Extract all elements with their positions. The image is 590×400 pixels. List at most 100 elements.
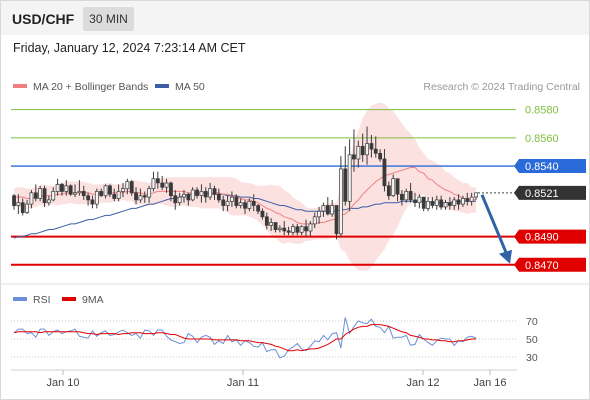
credit-label: Research © 2024 Trading Central [423, 81, 580, 93]
candle [230, 191, 234, 207]
bollinger-bands [14, 102, 476, 271]
candle-body [25, 203, 30, 213]
candle-body [251, 200, 256, 206]
rsi-tick-label: 50 [526, 334, 538, 346]
time-tick-label: Jan 11 [227, 377, 259, 389]
candle [243, 199, 247, 214]
candle-body [51, 191, 56, 201]
candle [404, 188, 409, 203]
candle-body [195, 189, 199, 196]
candle-body [33, 192, 38, 199]
candle [212, 185, 217, 200]
level-tags: 0.8580 0.8560 0.8540 0.8521 0.8490 0.8470 [514, 105, 586, 272]
candle-body [452, 199, 457, 206]
candle-body [378, 153, 383, 160]
level-tag-label: 0.8521 [525, 188, 559, 200]
candle [360, 133, 365, 162]
candle-body [404, 191, 409, 201]
bollinger-band-area [14, 102, 476, 271]
rsi-ma-legend-label: 9MA [82, 294, 104, 306]
candle [251, 194, 256, 212]
candle [299, 225, 304, 236]
candle [234, 194, 239, 209]
rsi-line [13, 317, 477, 359]
candle-body [456, 199, 461, 205]
candle [151, 171, 156, 192]
candle [382, 149, 387, 192]
rsi-legend-swatch [13, 297, 27, 301]
time-tick-label: Jan 10 [46, 377, 79, 389]
candle-body [299, 226, 304, 233]
level-tag-0.8521: 0.8521 [514, 185, 586, 200]
candle-body [356, 145, 361, 160]
candle [277, 225, 282, 233]
candle [256, 204, 261, 214]
candle [125, 178, 130, 195]
candle [116, 184, 121, 202]
candle-body [408, 191, 413, 201]
candle-body [365, 143, 369, 156]
chart-legend: MA 20 + Bollinger Bands MA 50 Research ©… [13, 81, 580, 93]
candle-body [334, 205, 339, 235]
candle-body [94, 191, 99, 205]
candle-body [212, 188, 217, 195]
candle-body [304, 226, 308, 232]
candle-body [116, 191, 121, 199]
candle [134, 187, 138, 205]
candle-body [55, 184, 60, 192]
ma20-legend-swatch [13, 84, 27, 88]
candle-body [321, 205, 326, 212]
candle-body [230, 196, 234, 202]
candle-body [16, 202, 21, 206]
candle-body [264, 216, 269, 226]
candle [247, 198, 252, 212]
candle-body [20, 202, 25, 213]
candle-body [46, 199, 51, 204]
candle-body [430, 200, 435, 206]
level-tag-bg [514, 229, 586, 244]
candle-body [42, 188, 47, 204]
key-levels [11, 109, 516, 266]
candle-body [243, 202, 247, 209]
forecast-arrow-group [480, 194, 512, 264]
candle-body [282, 227, 287, 232]
level-tag-bg [514, 185, 586, 200]
candle-body [330, 205, 335, 215]
candle [121, 182, 125, 198]
candle [42, 185, 47, 207]
candle [321, 202, 326, 217]
candle [186, 192, 191, 206]
rsi-tick-label: 30 [526, 352, 538, 364]
candle-body [12, 195, 16, 206]
candle-body [151, 178, 156, 189]
candle-body [347, 154, 352, 202]
timeframe-button[interactable]: 30 MIN [83, 7, 134, 31]
candle [260, 208, 265, 220]
candle [190, 187, 195, 202]
candle-body [369, 143, 374, 150]
candle-body [86, 195, 91, 201]
candle-body [99, 191, 104, 196]
candle [447, 197, 452, 210]
candle [343, 146, 348, 206]
candle [25, 199, 30, 214]
candle [365, 126, 369, 165]
candle-body [434, 199, 439, 206]
candle-body [286, 230, 291, 233]
rsi-panel: 70 50 30 [11, 316, 538, 364]
candle-body [60, 184, 64, 192]
candle [203, 187, 208, 203]
level-tag-label: 0.8490 [525, 232, 559, 244]
candle [55, 178, 60, 196]
candle-body [103, 185, 108, 197]
candle-body [474, 192, 478, 198]
candle-body [90, 199, 95, 205]
candle-body [256, 205, 261, 212]
candle-body [155, 178, 160, 184]
candle-body [216, 193, 221, 201]
candle [16, 194, 21, 214]
candle [12, 194, 16, 210]
candle [199, 184, 204, 203]
candle-body [238, 202, 243, 206]
candle-body [461, 198, 465, 205]
